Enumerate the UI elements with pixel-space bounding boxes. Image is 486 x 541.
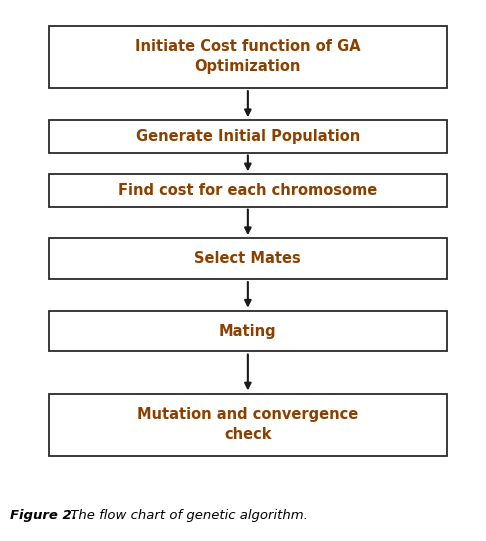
Text: Mating: Mating [219, 324, 277, 339]
Text: Figure 2.: Figure 2. [10, 509, 76, 522]
Text: Select Mates: Select Mates [194, 251, 301, 266]
Text: Find cost for each chromosome: Find cost for each chromosome [118, 183, 378, 198]
Text: Generate Initial Population: Generate Initial Population [136, 129, 360, 144]
Text: Initiate Cost function of GA
Optimization: Initiate Cost function of GA Optimizatio… [135, 39, 361, 74]
FancyBboxPatch shape [49, 174, 447, 207]
FancyBboxPatch shape [49, 120, 447, 153]
Text: Mutation and convergence
check: Mutation and convergence check [137, 407, 359, 442]
Text: The flow chart of genetic algorithm.: The flow chart of genetic algorithm. [66, 509, 308, 522]
FancyBboxPatch shape [49, 238, 447, 279]
FancyBboxPatch shape [49, 25, 447, 88]
FancyBboxPatch shape [49, 394, 447, 456]
FancyBboxPatch shape [49, 311, 447, 352]
